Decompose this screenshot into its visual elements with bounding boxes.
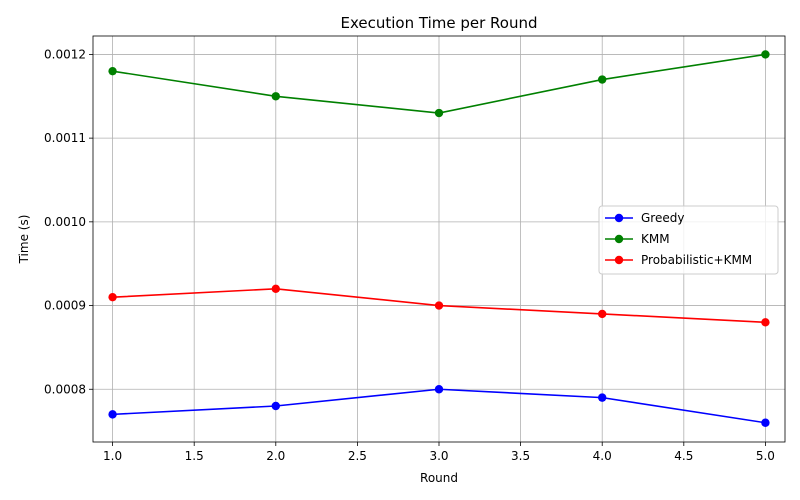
series-greedy (108, 385, 770, 427)
series-kmm (108, 50, 770, 118)
legend-entry-greedy: Greedy (605, 211, 684, 225)
y-tick-label: 0.0008 (44, 382, 86, 396)
x-axis-label: Round (420, 471, 458, 485)
data-point-probabilistic-kmm (598, 309, 607, 319)
y-axis: 0.0008 0.0009 0.0010 0.0011 0.0012 (44, 47, 93, 396)
legend-label-greedy: Greedy (641, 211, 684, 225)
data-point-greedy (434, 385, 444, 394)
data-point-probabilistic-kmm (761, 318, 770, 327)
legend: Greedy KMM Probabilistic+KMM (598, 205, 779, 275)
legend-entry-probabilistic-kmm: Probabilistic+KMM (605, 253, 752, 267)
legend-marker-kmm (614, 234, 624, 244)
legend-label-probabilistic-kmm: Probabilistic+KMM (641, 253, 752, 267)
legend-marker-probabilistic-kmm (614, 255, 624, 265)
x-axis: 1.0 1.5 2.0 2.5 3.0 3.5 4.0 4.5 5.0 (103, 442, 775, 463)
y-tick-label: 0.0011 (44, 131, 86, 145)
x-tick-label: 1.0 (103, 449, 122, 463)
data-point-probabilistic-kmm (108, 292, 117, 302)
x-tick-label: 1.5 (185, 449, 204, 463)
x-tick-label: 5.0 (756, 449, 775, 463)
y-tick-label: 0.0009 (44, 299, 86, 313)
data-point-kmm (108, 66, 117, 76)
x-tick-label: 3.5 (511, 449, 530, 463)
data-point-greedy (271, 401, 280, 411)
legend-entry-kmm: KMM (605, 232, 670, 246)
x-tick-label: 2.0 (266, 449, 285, 463)
data-point-probabilistic-kmm (271, 284, 280, 294)
grid (93, 36, 785, 442)
y-axis-label: Time (s) (17, 215, 31, 265)
series-probabilistic-kmm (108, 284, 770, 327)
data-point-greedy (761, 418, 770, 427)
data-point-kmm (598, 75, 607, 84)
data-point-kmm (761, 50, 770, 59)
y-tick-label: 0.0010 (44, 215, 86, 229)
data-point-greedy (108, 410, 117, 419)
series (108, 50, 770, 427)
data-point-probabilistic-kmm (434, 301, 444, 310)
y-tick-label: 0.0012 (44, 47, 86, 61)
chart-title: Execution Time per Round (341, 14, 538, 32)
legend-label-kmm: KMM (641, 232, 670, 246)
x-tick-label: 3.0 (429, 449, 448, 463)
data-point-kmm (434, 108, 444, 118)
legend-marker-greedy (614, 213, 624, 223)
x-tick-label: 4.5 (674, 449, 693, 463)
x-tick-label: 4.0 (593, 449, 612, 463)
legend-box (598, 205, 779, 275)
data-point-greedy (598, 393, 607, 402)
x-tick-label: 2.5 (348, 449, 367, 463)
data-point-kmm (271, 92, 280, 101)
